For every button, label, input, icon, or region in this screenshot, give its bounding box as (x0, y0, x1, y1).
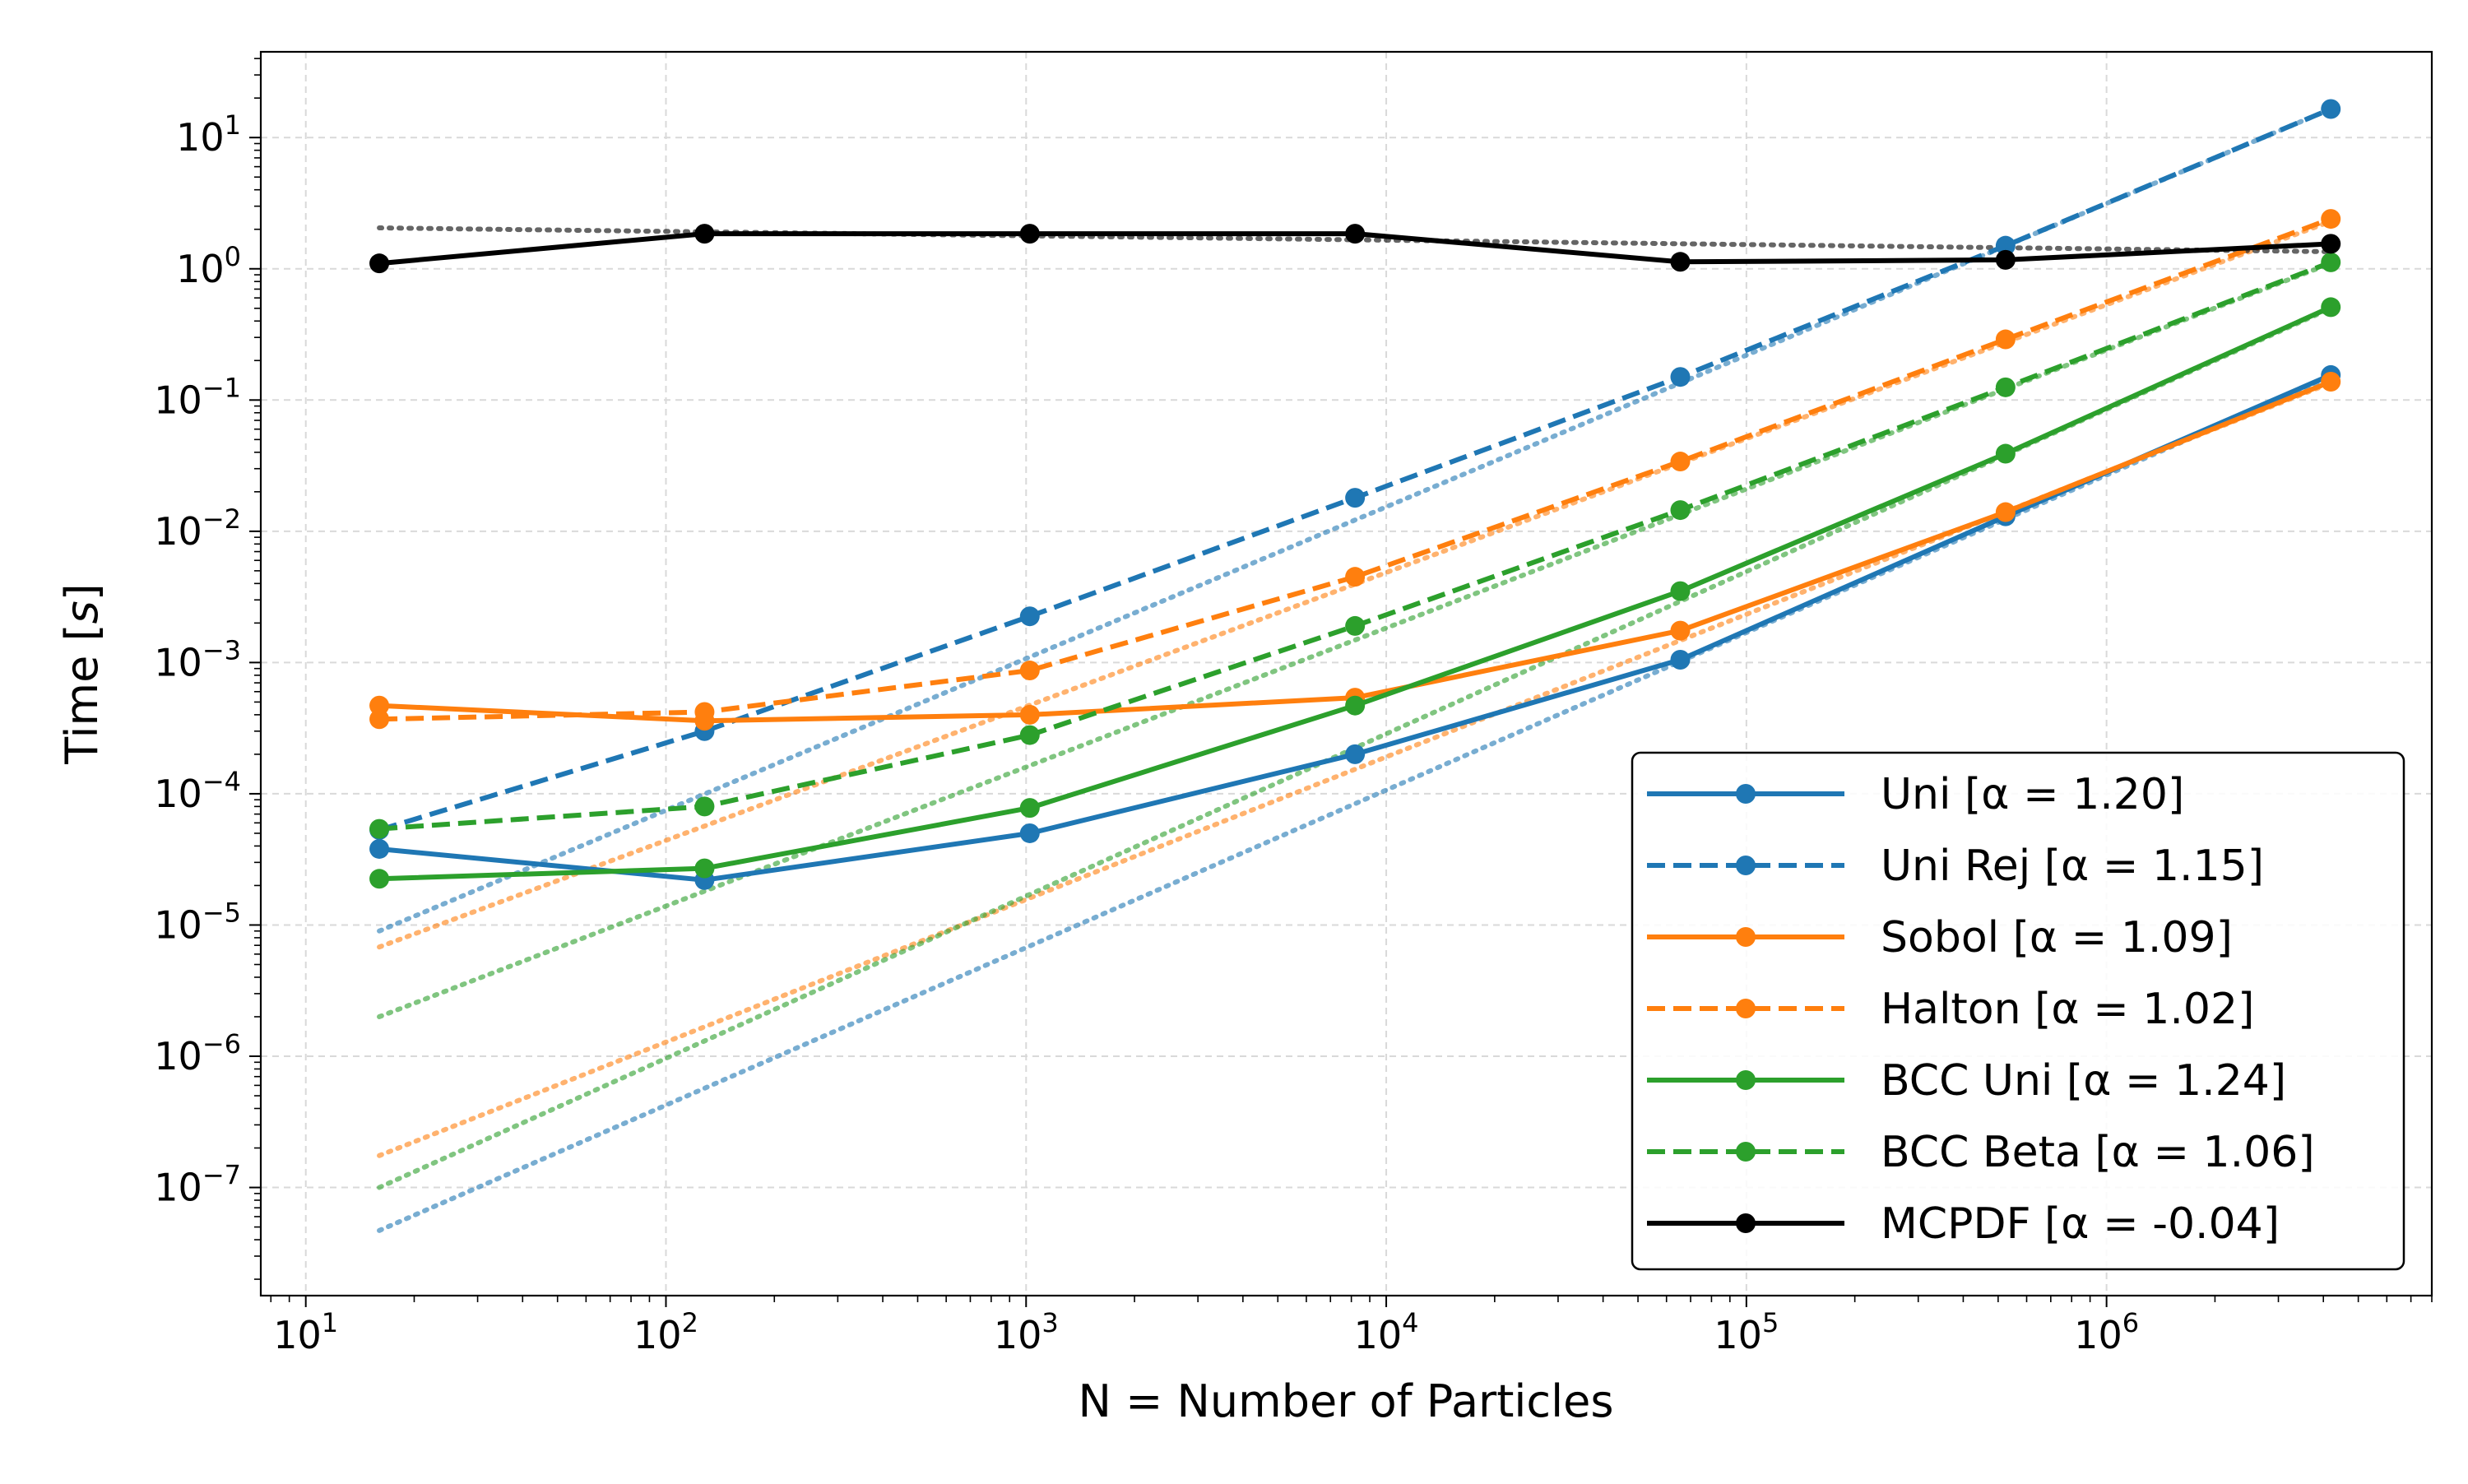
data-point-sobol (369, 695, 390, 716)
y-axis-label: Time [s] (56, 583, 108, 765)
data-point-bcc-uni (2321, 297, 2341, 318)
legend-marker-mcpdf (1736, 1213, 1756, 1233)
data-point-bcc-beta (1345, 615, 1366, 636)
plot-frame (259, 50, 2433, 1297)
legend-marker-bcc-beta (1736, 1142, 1756, 1162)
data-point-mcpdf (369, 253, 390, 274)
data-point-bcc-uni (369, 869, 390, 889)
data-point-halton (369, 709, 390, 730)
data-point-bcc-uni (1670, 581, 1691, 601)
data-point-halton (1345, 567, 1366, 587)
legend-marker-uni (1736, 784, 1756, 804)
x-tick-label: 103 (994, 1307, 1059, 1357)
data-point-bcc-beta (1995, 377, 2016, 397)
data-point-mcpdf (694, 224, 715, 244)
legend-marker-halton (1736, 999, 1756, 1018)
y-tick-label: 100 (176, 241, 241, 291)
x-tick-label: 106 (2074, 1307, 2139, 1357)
legend-marker-uni-rej (1736, 856, 1756, 875)
data-point-mcpdf (1670, 252, 1691, 272)
data-point-mcpdf (1019, 224, 1040, 244)
data-point-bcc-uni (694, 858, 715, 879)
data-point-bcc-beta (2321, 252, 2341, 272)
legend-marker-sobol (1736, 927, 1756, 947)
legend-box (1631, 751, 2405, 1271)
data-point-uni (1345, 744, 1366, 764)
y-tick-label: 101 (176, 109, 241, 160)
data-point-uni (1670, 650, 1691, 670)
y-tick-label: 10−2 (154, 503, 241, 554)
data-point-bcc-uni (1995, 443, 2016, 464)
data-point-halton (1019, 661, 1040, 681)
data-point-mcpdf (1995, 249, 2016, 270)
data-point-bcc-uni (1345, 695, 1366, 716)
data-point-sobol (1019, 704, 1040, 725)
legend-label-mcpdf: MCPDF [α = -0.04] (1881, 1199, 2280, 1249)
series-line-uni-rej (378, 106, 2332, 832)
data-point-uni (369, 838, 390, 859)
data-point-uni-rej (1670, 367, 1691, 387)
data-point-halton (1995, 329, 2016, 350)
y-tick-label: 10−3 (154, 634, 241, 684)
legend-label-sobol: Sobol [α = 1.09] (1881, 913, 2233, 962)
y-tick-label: 10−6 (154, 1028, 241, 1078)
data-point-bcc-beta (694, 796, 715, 817)
data-point-halton (694, 702, 715, 722)
legend-label-bcc-uni: BCC Uni [α = 1.24] (1881, 1056, 2286, 1106)
data-point-uni (1019, 823, 1040, 843)
data-point-bcc-uni (1019, 798, 1040, 819)
data-point-bcc-beta (1019, 725, 1040, 745)
y-tick-label: 10−5 (154, 897, 241, 947)
data-point-sobol (1670, 620, 1691, 641)
data-point-uni-rej (1995, 235, 2016, 256)
axis-ticks: 101 102 103 104 105 106 10−7 10−6 10−5 10−4 10−3 10… (154, 58, 2433, 1357)
data-series (369, 99, 2341, 890)
data-point-bcc-beta (369, 819, 390, 839)
legend-marker-bcc-uni (1736, 1070, 1756, 1090)
legend-label-bcc-beta: BCC Beta [α = 1.06] (1881, 1128, 2315, 1177)
data-point-halton (1670, 452, 1691, 472)
y-tick-label: 10−4 (154, 766, 241, 816)
legend-label-halton: Halton [α = 1.02] (1881, 985, 2254, 1034)
series-line-halton (379, 216, 2332, 722)
data-point-mcpdf (2321, 234, 2341, 254)
data-point-uni-rej (1019, 606, 1040, 627)
y-tick-label: 10−7 (154, 1160, 241, 1210)
data-point-uni-rej (2321, 99, 2341, 119)
x-axis-label: N = Number of Particles (1079, 1375, 1614, 1427)
data-point-bcc-beta (1670, 500, 1691, 521)
data-point-uni-rej (1345, 488, 1366, 508)
x-tick-label: 104 (1354, 1307, 1419, 1357)
series-line-sobol (378, 379, 2332, 724)
x-tick-label: 105 (1714, 1307, 1779, 1357)
data-point-sobol (2321, 371, 2341, 392)
x-tick-label: 102 (633, 1307, 698, 1357)
y-tick-label: 10−1 (154, 372, 241, 422)
legend-label-uni-rej: Uni Rej [α = 1.15] (1881, 842, 2264, 891)
fit-line-bcc-beta (377, 261, 2334, 1019)
legend: Uni [α = 1.20] Uni Rej [α = 1.15] Sobol [α… (1631, 751, 2405, 1271)
data-point-halton (2321, 209, 2341, 230)
data-point-mcpdf (1345, 224, 1366, 244)
legend-label-uni: Uni [α = 1.20] (1881, 770, 2184, 819)
data-point-sobol (1995, 502, 2016, 522)
x-tick-label: 101 (273, 1307, 338, 1357)
series-line-bcc-beta (378, 260, 2332, 832)
